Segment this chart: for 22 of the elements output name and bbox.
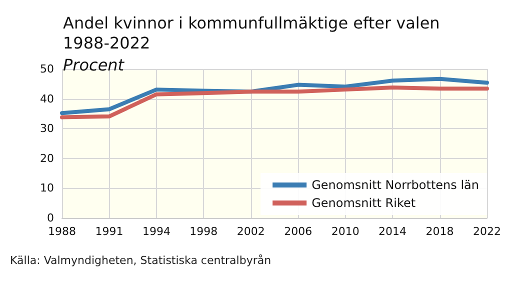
x-tick-label: 1994 [142, 225, 170, 238]
y-tick-label: 30 [40, 122, 54, 136]
y-tick-label: 10 [40, 182, 54, 195]
x-tick-label: 2002 [236, 225, 265, 238]
x-tick-label: 1998 [190, 225, 218, 238]
y-tick-label: 0 [47, 212, 54, 224]
x-tick-label: 2014 [378, 225, 407, 238]
y-tick-label: 50 [40, 62, 54, 76]
x-tick-label: 1991 [95, 225, 124, 238]
x-tick-label: 2006 [284, 225, 312, 238]
legend-label: Genomsnitt Riket [312, 196, 416, 210]
x-tick-label: 2018 [426, 225, 454, 238]
legend-label: Genomsnitt Norrbottens län [312, 178, 480, 192]
chart-subtitle: Procent [63, 56, 125, 74]
x-tick-label: 1988 [48, 225, 76, 238]
chart-title: Andel kvinnor i kommunfullmäktige efter valen 1988-2022 [63, 14, 445, 52]
x-tick-label: 2010 [331, 225, 360, 238]
line-series [60, 85, 489, 120]
x-tick-label: 2022 [473, 225, 501, 238]
y-tick-label: 40 [40, 92, 54, 106]
text: Källa: Valmyndigheten, Statistiska centralbyrån [10, 254, 272, 267]
y-tick-label: 20 [40, 152, 54, 165]
